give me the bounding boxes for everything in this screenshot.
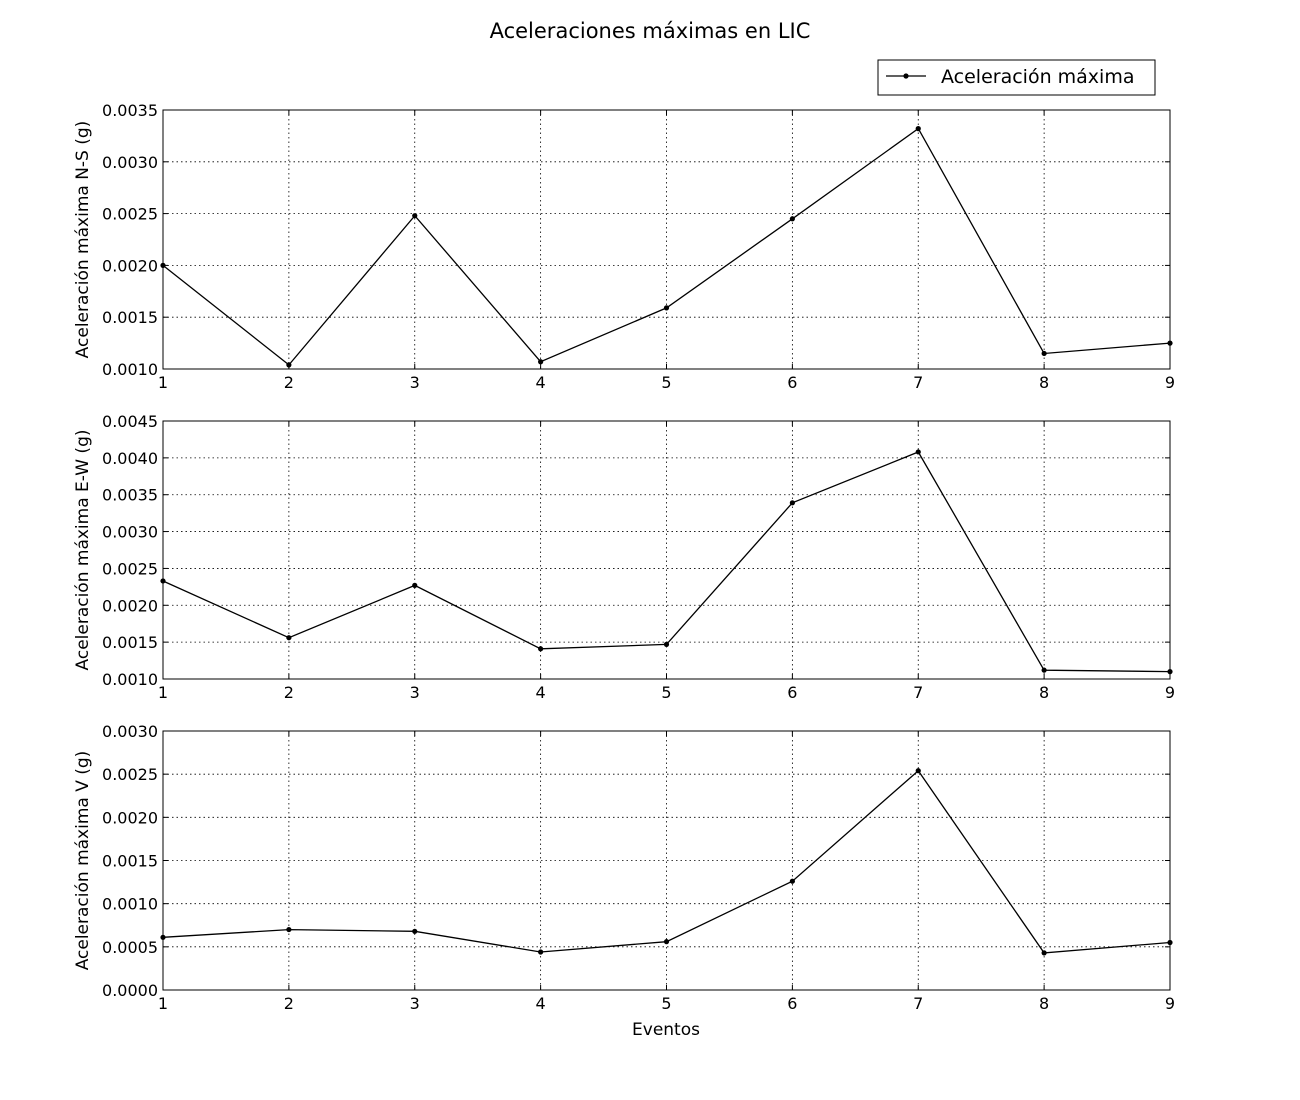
x-tick-label: 8: [1039, 994, 1049, 1013]
data-point: [1041, 667, 1047, 673]
x-tick-label: 8: [1039, 683, 1049, 702]
y-tick-label: 0.0025: [102, 205, 158, 224]
legend: Aceleración máxima: [877, 59, 1156, 96]
data-point: [663, 939, 670, 945]
data-point: [663, 641, 670, 647]
x-tick-label: 1: [158, 994, 168, 1013]
data-point: [160, 262, 166, 268]
y-tick-label: 0.0015: [102, 852, 158, 871]
x-tick-label: 6: [787, 683, 797, 702]
y-tick-label: 0.0010: [102, 895, 158, 914]
legend-marker-swatch: [903, 73, 909, 79]
data-point: [1167, 340, 1173, 346]
data-point: [412, 928, 418, 934]
data-point: [1167, 939, 1173, 946]
x-axis-label: Eventos: [632, 1020, 700, 1040]
data-point: [1041, 950, 1047, 956]
plot-frame: [162, 730, 1171, 991]
x-tick-label: 7: [913, 683, 923, 702]
x-tick-label: 7: [913, 373, 923, 392]
x-tick-label: 3: [410, 373, 420, 392]
y-tick-label: 0.0020: [102, 256, 158, 275]
data-point: [160, 934, 166, 940]
y-tick-label: 0.0025: [102, 765, 158, 784]
x-tick-label: 3: [410, 683, 420, 702]
plot-frame: [162, 109, 1171, 370]
data-point: [915, 126, 921, 132]
data-point: [789, 878, 795, 884]
x-tick-label: 5: [661, 373, 671, 392]
y-axis-label: Aceleración máxima E-W (g): [73, 430, 93, 671]
legend-label: Aceleración máxima: [941, 66, 1134, 88]
x-tick-label: 1: [158, 683, 168, 702]
x-tick-label: 4: [536, 683, 546, 702]
x-tick-label: 9: [1165, 373, 1175, 392]
data-point: [160, 578, 166, 584]
y-tick-label: 0.0005: [102, 938, 158, 957]
y-tick-label: 0.0045: [102, 412, 158, 431]
data-point: [915, 449, 921, 455]
y-tick-label: 0.0035: [102, 486, 158, 505]
x-tick-label: 9: [1165, 683, 1175, 702]
subplot-v: 1 2 3 4 5 6 7 8 9 0.0000 0.0005 0.0010 0.0015 0.0020 0…: [73, 722, 1175, 1013]
data-point: [663, 305, 670, 311]
x-tick-label: 5: [661, 994, 671, 1013]
y-tick-label: 0.0020: [102, 808, 158, 827]
y-tick-label: 0.0000: [102, 981, 158, 1000]
y-tick-label: 0.0010: [102, 360, 158, 379]
data-point: [538, 359, 544, 365]
x-tick-label: 2: [284, 994, 294, 1013]
y-tick-label: 0.0030: [102, 153, 158, 172]
x-tick-label: 5: [661, 683, 671, 702]
data-point: [538, 646, 544, 652]
y-tick-label: 0.0025: [102, 559, 158, 578]
y-tick-label: 0.0030: [102, 722, 158, 741]
x-tick-label: 7: [913, 994, 923, 1013]
x-tick-label: 9: [1165, 994, 1175, 1013]
data-point: [286, 635, 292, 641]
y-axis-label: Aceleración máxima N-S (g): [73, 121, 93, 359]
data-point: [789, 216, 795, 222]
y-tick-label: 0.0040: [102, 449, 158, 468]
legend-box: [877, 59, 1156, 96]
x-tick-label: 6: [787, 994, 797, 1013]
x-tick-label: 2: [284, 683, 294, 702]
y-tick-label: 0.0015: [102, 308, 158, 327]
x-tick-label: 2: [284, 373, 294, 392]
data-point: [412, 582, 418, 588]
data-point: [286, 926, 292, 933]
y-tick-label: 0.0020: [102, 596, 158, 615]
x-tick-label: 4: [536, 373, 546, 392]
y-tick-label: 0.0010: [102, 670, 158, 689]
y-tick-label: 0.0015: [102, 633, 158, 652]
x-tick-label: 4: [536, 994, 546, 1013]
data-point: [1041, 350, 1047, 357]
subplot-ns: 1 2 3 4 5 6 7 8 9 0.0010 0.0015 0.0020 0.0025 0.0030 0…: [73, 101, 1175, 392]
data-point: [412, 213, 418, 219]
data-point: [789, 500, 795, 506]
y-axis-label: Aceleración máxima V (g): [73, 751, 93, 971]
chart-title: Aceleraciones máximas en LIC: [490, 19, 811, 43]
plot-frame: [162, 420, 1171, 680]
x-tick-label: 3: [410, 994, 420, 1013]
x-tick-label: 8: [1039, 373, 1049, 392]
data-point: [538, 949, 544, 955]
data-point: [915, 768, 921, 774]
x-tick-label: 1: [158, 373, 168, 392]
y-tick-label: 0.0030: [102, 523, 158, 542]
x-tick-label: 6: [787, 373, 797, 392]
data-point: [286, 362, 292, 368]
subplot-ew: 1 2 3 4 5 6 7 8 9 0.0010 0.0015 0.0020 0.0025 0.0030 0…: [73, 412, 1175, 702]
data-point: [1167, 669, 1173, 675]
y-tick-label: 0.0035: [102, 101, 158, 120]
